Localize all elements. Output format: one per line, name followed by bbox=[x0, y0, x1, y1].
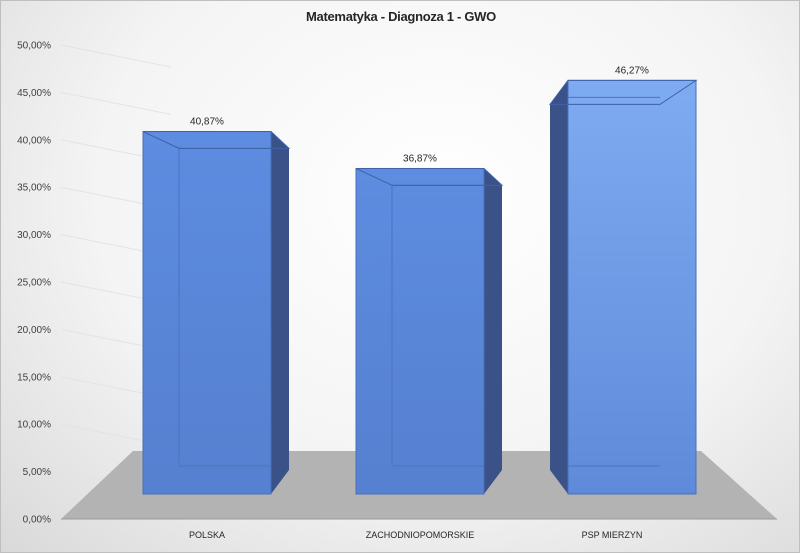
y-tick-label: 30,00% bbox=[17, 230, 51, 241]
gridline bbox=[60, 91, 172, 115]
x-tick-label: PSP MIERZYN bbox=[582, 530, 643, 540]
y-tick-label: 40,00% bbox=[17, 135, 51, 146]
bar-side-face bbox=[550, 80, 568, 494]
y-tick-label: 25,00% bbox=[17, 278, 51, 289]
bar-polska bbox=[142, 131, 291, 495]
y-tick-label: 35,00% bbox=[17, 183, 51, 194]
bar-psp-mierzyn bbox=[549, 79, 698, 495]
bar-top-face bbox=[142, 131, 291, 149]
labels: 40,87% POLSKA 36,87% ZACHODNIOPOMORSKIE 46,2… bbox=[189, 65, 649, 540]
bar-zachodniopomorskie bbox=[355, 167, 504, 495]
bar-front-face bbox=[567, 79, 697, 495]
y-tick-label: 5,00% bbox=[23, 467, 51, 478]
x-tick-label: ZACHODNIOPOMORSKIE bbox=[366, 530, 475, 540]
data-label: 36,87% bbox=[403, 153, 437, 164]
y-tick-label: 10,00% bbox=[17, 420, 51, 431]
y-tick-label: 20,00% bbox=[17, 325, 51, 336]
bar-front-face bbox=[355, 167, 485, 495]
x-tick-label: POLSKA bbox=[189, 530, 225, 540]
gridline bbox=[60, 44, 172, 68]
y-tick-label: 15,00% bbox=[17, 372, 51, 383]
data-label: 46,27% bbox=[615, 65, 649, 76]
bar-side-face bbox=[271, 131, 289, 494]
y-tick-label: 0,00% bbox=[23, 515, 51, 526]
bar-top-face bbox=[355, 167, 504, 186]
bars bbox=[142, 79, 698, 495]
data-label: 40,87% bbox=[190, 117, 224, 128]
bar-top-face bbox=[549, 79, 698, 105]
y-tick-label: 45,00% bbox=[17, 88, 51, 99]
bar-front-face bbox=[142, 131, 272, 495]
bar-side-face bbox=[484, 168, 502, 494]
bar-inner-edge bbox=[567, 96, 660, 466]
y-tick-label: 50,00% bbox=[17, 41, 51, 52]
y-axis: 0,00% 5,00% 10,00% 15,00% 20,00% 25,00% 30,00%… bbox=[17, 41, 51, 526]
chart-title: Matematyka - Diagnoza 1 - GWO bbox=[306, 9, 496, 24]
